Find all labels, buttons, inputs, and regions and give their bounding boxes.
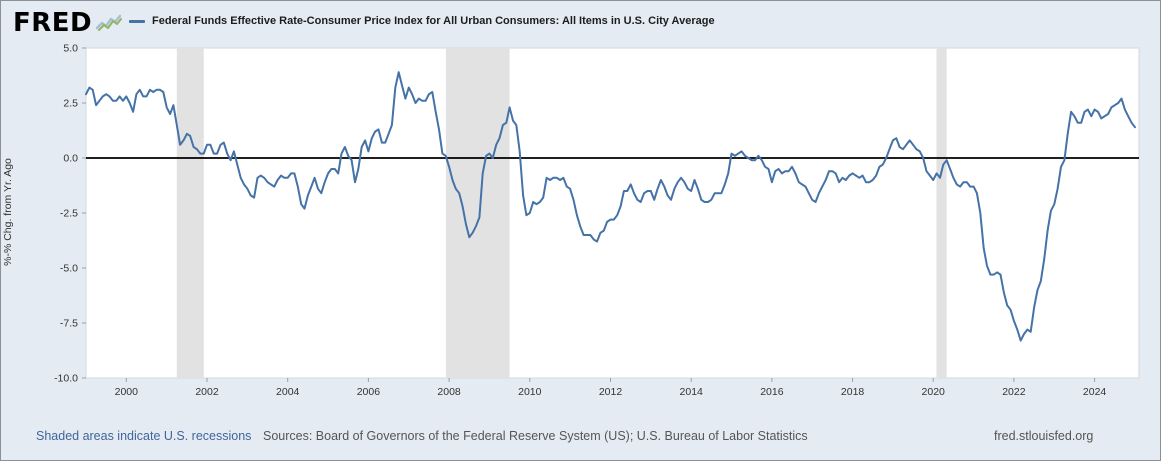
- x-tick-label: 2000: [115, 386, 139, 398]
- data-line: [85, 71, 1136, 342]
- x-tick-label: 2024: [1083, 386, 1107, 398]
- recession-band: [176, 48, 204, 378]
- x-tick-label: 2018: [841, 386, 865, 398]
- y-tick-label: -7.5: [60, 318, 78, 330]
- x-tick-label: 2004: [276, 386, 300, 398]
- y-tick-label: 2.5: [63, 98, 78, 110]
- fred-logo[interactable]: FRED: [13, 8, 123, 38]
- chart-footer: Shaded areas indicate U.S. recessions So…: [1, 427, 1160, 449]
- sources-text: Sources: Board of Governors of the Feder…: [263, 429, 808, 443]
- y-tick-label: 5.0: [63, 43, 78, 55]
- x-tick-label: 2020: [922, 386, 946, 398]
- x-tick-label: 2002: [195, 386, 219, 398]
- x-tick-label: 2016: [760, 386, 784, 398]
- fred-logo-text: FRED: [13, 8, 93, 38]
- x-tick-label: 2022: [1002, 386, 1026, 398]
- chart-title: Federal Funds Effective Rate-Consumer Pr…: [152, 15, 715, 27]
- y-tick-label: 0.0: [63, 153, 78, 165]
- recession-note-link[interactable]: Shaded areas indicate U.S. recessions: [36, 429, 252, 443]
- fred-site-link[interactable]: fred.stlouisfed.org: [994, 429, 1094, 443]
- chart-header: FRED Federal Funds Effective Rate-Consum…: [1, 1, 1160, 43]
- line-chart: 5.0 2.5 0.0 -2.5 -5.0 -7.5 -10.0 2000 2002 2004 20…: [54, 43, 1140, 398]
- x-tick-label: 2010: [518, 386, 542, 398]
- y-tick-label: -5.0: [60, 263, 78, 275]
- plot-area: [85, 47, 1140, 379]
- x-tick-label: 2006: [357, 386, 381, 398]
- x-tick-label: 2008: [437, 386, 461, 398]
- x-tick-label: 2012: [599, 386, 623, 398]
- fred-logo-sparkline-icon: [95, 14, 123, 32]
- recession-band: [936, 48, 947, 378]
- y-tick-label: -2.5: [60, 208, 78, 220]
- y-tick-label: -10.0: [54, 373, 78, 385]
- series-color-swatch: [129, 19, 145, 23]
- y-axis-label: %-% Chg. from Yr. Ago: [2, 158, 14, 266]
- x-tick-label: 2014: [680, 386, 704, 398]
- legend: Federal Funds Effective Rate-Consumer Pr…: [129, 15, 715, 27]
- recession-band: [445, 48, 510, 378]
